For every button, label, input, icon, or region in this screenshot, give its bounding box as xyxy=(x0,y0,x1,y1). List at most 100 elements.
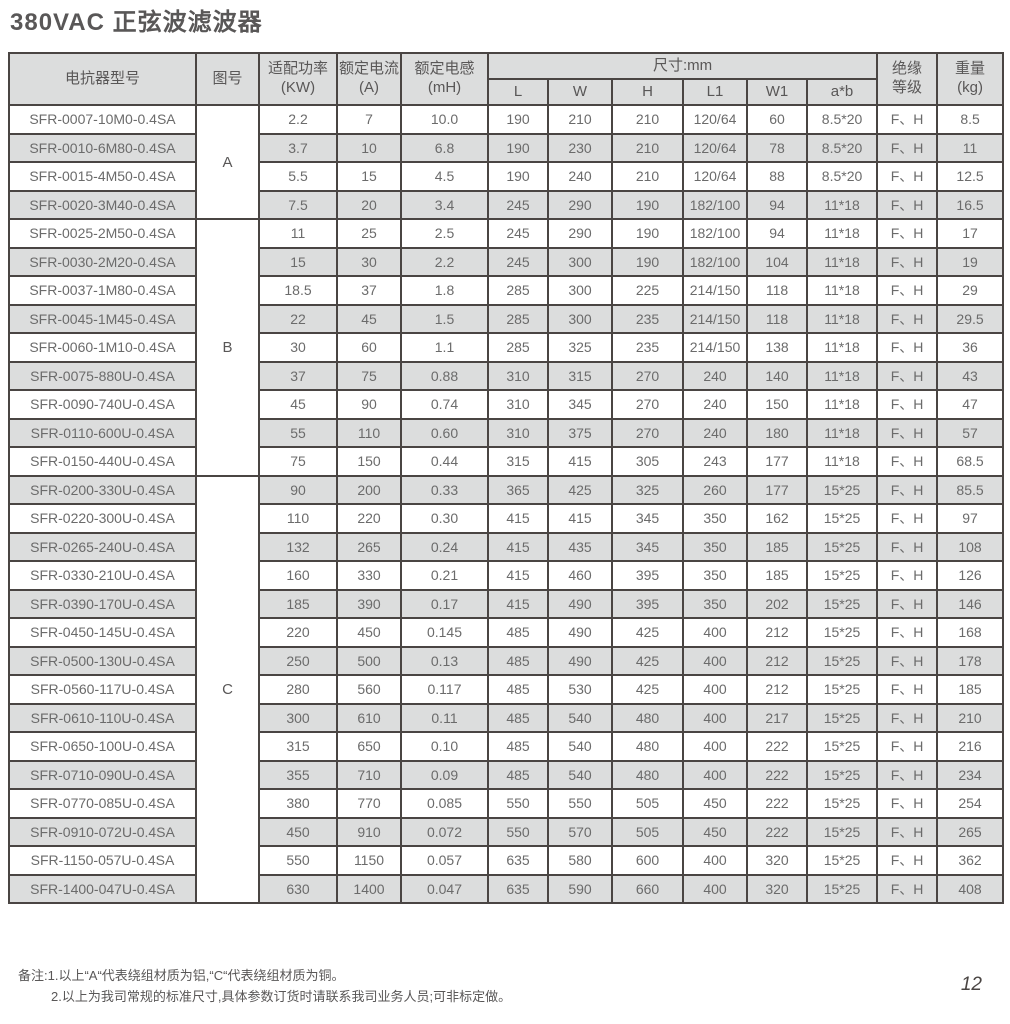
insulation-cell: F、H xyxy=(876,161,939,192)
dim-ab-cell: 15*25 xyxy=(805,845,879,876)
col-header-current-label: 额定电流 xyxy=(338,60,399,78)
inductance-cell: 0.11 xyxy=(400,702,489,733)
dim-L-cell: 190 xyxy=(487,132,549,163)
insulation-cell: F、H xyxy=(876,360,939,391)
current-cell: 30 xyxy=(336,246,402,277)
weight-cell: 47 xyxy=(936,389,1005,420)
dim-L-cell: 365 xyxy=(487,474,549,505)
inductance-cell: 2.2 xyxy=(400,246,489,277)
dim-ab-cell: 11*18 xyxy=(805,446,879,477)
table-row: SFR-0110-600U-0.4SA 55 110 0.60 310 375 270 240… xyxy=(8,417,1005,448)
dim-H-cell: 395 xyxy=(611,588,684,619)
dim-L-cell: 415 xyxy=(487,588,549,619)
inductance-cell: 0.085 xyxy=(400,788,489,819)
inductance-cell: 3.4 xyxy=(400,189,489,220)
dim-L-cell: 485 xyxy=(487,731,549,762)
dim-H-cell: 505 xyxy=(611,816,684,847)
dim-H-cell: 480 xyxy=(611,702,684,733)
col-header-size-group: 尺寸:mm xyxy=(486,52,879,80)
header-row-1: 电抗器型号 图号 适配功率 (KW) 额定电流 (A) 额定电感 (mH) 尺寸… xyxy=(8,52,1005,106)
power-cell: 250 xyxy=(258,645,338,676)
insulation-cell: F、H xyxy=(876,702,939,733)
insulation-cell: F、H xyxy=(876,446,939,477)
inductance-cell: 0.24 xyxy=(400,531,489,562)
current-cell: 10 xyxy=(336,132,402,163)
note-line-2: 2.以上为我司常规的标准尺寸,具体参数订货时请联系我司业务人员;可非标定做。 xyxy=(51,988,512,1004)
insulation-cell: F、H xyxy=(876,275,939,306)
model-cell: SFR-0330-210U-0.4SA xyxy=(8,560,197,591)
inductance-cell: 0.88 xyxy=(400,360,489,391)
insulation-cell: F、H xyxy=(876,474,939,505)
dim-L1-cell: 120/64 xyxy=(682,161,748,192)
dim-L-cell: 190 xyxy=(487,161,549,192)
insulation-cell: F、H xyxy=(876,189,939,220)
dim-L-cell: 635 xyxy=(487,845,549,876)
dim-W1-cell: 320 xyxy=(746,845,808,876)
insulation-cell: F、H xyxy=(876,560,939,591)
current-cell: 330 xyxy=(336,560,402,591)
dim-W-cell: 210 xyxy=(547,104,613,135)
model-cell: SFR-0500-130U-0.4SA xyxy=(8,645,197,676)
weight-cell: 265 xyxy=(936,816,1005,847)
inductance-cell: 0.10 xyxy=(400,731,489,762)
dim-W-cell: 425 xyxy=(547,474,613,505)
power-cell: 550 xyxy=(258,845,338,876)
dim-H-cell: 210 xyxy=(611,132,684,163)
dim-L1-cell: 214/150 xyxy=(682,303,748,334)
dim-W1-cell: 78 xyxy=(746,132,808,163)
dim-W-cell: 375 xyxy=(547,417,613,448)
model-cell: SFR-0265-240U-0.4SA xyxy=(8,531,197,562)
dim-W-cell: 300 xyxy=(547,246,613,277)
model-cell: SFR-0710-090U-0.4SA xyxy=(8,759,197,790)
dim-L-cell: 310 xyxy=(487,417,549,448)
dim-W-cell: 290 xyxy=(547,218,613,249)
current-cell: 910 xyxy=(336,816,402,847)
table-row: SFR-0200-330U-0.4SA C 90 200 0.33 365 425 325 26… xyxy=(8,474,1005,904)
dim-W-cell: 240 xyxy=(547,161,613,192)
dim-H-cell: 600 xyxy=(611,845,684,876)
dim-L1-cell: 400 xyxy=(682,645,748,676)
dim-ab-cell: 15*25 xyxy=(805,674,879,705)
dim-ab-cell: 11*18 xyxy=(805,332,879,363)
table-row: SFR-0330-210U-0.4SA 160 330 0.21 415 460 395 35… xyxy=(8,560,1005,591)
current-cell: 200 xyxy=(336,474,402,505)
table-row: SFR-0220-300U-0.4SA 110 220 0.30 415 415 345 35… xyxy=(8,503,1005,534)
dim-W1-cell: 222 xyxy=(746,788,808,819)
dim-W-cell: 550 xyxy=(547,788,613,819)
current-cell: 770 xyxy=(336,788,402,819)
figure-group-cell: C xyxy=(195,474,260,904)
dim-L1-cell: 214/150 xyxy=(682,332,748,363)
dim-W1-cell: 185 xyxy=(746,560,808,591)
power-cell: 110 xyxy=(258,503,338,534)
model-cell: SFR-0650-100U-0.4SA xyxy=(8,731,197,762)
model-cell: SFR-0450-145U-0.4SA xyxy=(8,617,197,648)
dim-W1-cell: 212 xyxy=(746,645,808,676)
weight-cell: 108 xyxy=(936,531,1005,562)
insulation-cell: F、H xyxy=(876,617,939,648)
notes-block: 备注:1.以上“A“代表绕组材质为铝,“C“代表绕组材质为铜。 2.以上为我司常… xyxy=(18,966,511,1008)
model-cell: SFR-0220-300U-0.4SA xyxy=(8,503,197,534)
weight-cell: 12.5 xyxy=(936,161,1005,192)
dim-W1-cell: 202 xyxy=(746,588,808,619)
table-row: SFR-0450-145U-0.4SA 220 450 0.145 485 490 425 4… xyxy=(8,617,1005,648)
dim-W1-cell: 185 xyxy=(746,531,808,562)
model-cell: SFR-0090-740U-0.4SA xyxy=(8,389,197,420)
dim-H-cell: 425 xyxy=(611,674,684,705)
dim-W-cell: 530 xyxy=(547,674,613,705)
current-cell: 220 xyxy=(336,503,402,534)
dim-L1-cell: 400 xyxy=(682,702,748,733)
dim-H-cell: 660 xyxy=(611,873,684,904)
insulation-cell: F、H xyxy=(876,845,939,876)
dim-H-cell: 210 xyxy=(611,161,684,192)
dim-W-cell: 415 xyxy=(547,446,613,477)
insulation-cell: F、H xyxy=(876,303,939,334)
weight-cell: 97 xyxy=(936,503,1005,534)
col-header-power-label: 适配功率 xyxy=(267,60,328,78)
inductance-cell: 0.09 xyxy=(400,759,489,790)
model-cell: SFR-0610-110U-0.4SA xyxy=(8,702,197,733)
dim-ab-cell: 15*25 xyxy=(805,474,879,505)
dim-H-cell: 345 xyxy=(611,531,684,562)
model-cell: SFR-0020-3M40-0.4SA xyxy=(8,189,197,220)
dim-W1-cell: 222 xyxy=(746,816,808,847)
dim-W-cell: 460 xyxy=(547,560,613,591)
